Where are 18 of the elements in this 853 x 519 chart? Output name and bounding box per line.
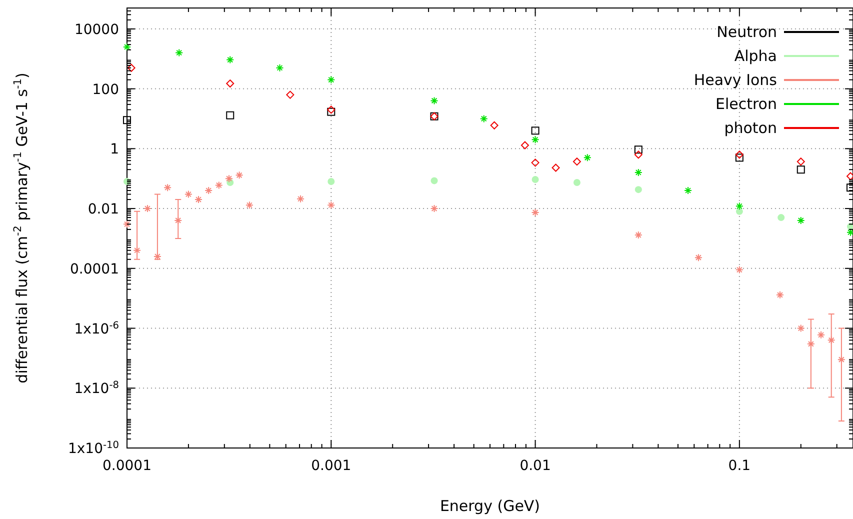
y-tick-label: 1x10$^{-10}$ [68, 440, 119, 457]
y-tick-label: 100 [92, 82, 119, 98]
y-tick-label: 0.0001 [70, 261, 119, 278]
legend-label: Heavy Ions [694, 71, 778, 89]
legend-label: Alpha [734, 47, 777, 65]
legend-label: Neutron [716, 23, 777, 41]
x-tick-label: 0.0001 [102, 458, 152, 474]
y-tick-label: 10000 [74, 22, 119, 38]
y-tick-label: 0.01 [88, 202, 119, 218]
legend-label: Electron [715, 95, 777, 113]
y-tick-label: 1x10$^{-6}$ [74, 320, 119, 338]
legend-label: photon [724, 119, 777, 137]
x-tick-label: 0.01 [520, 458, 551, 474]
x-axis-title: Energy (GeV) [440, 497, 540, 515]
y-tick-label: 1 [110, 142, 119, 158]
y-tick-label: 1x10$^{-8}$ [74, 380, 119, 398]
x-tick-label: 0.001 [311, 458, 352, 474]
x-tick-label: 0.1 [728, 458, 751, 474]
